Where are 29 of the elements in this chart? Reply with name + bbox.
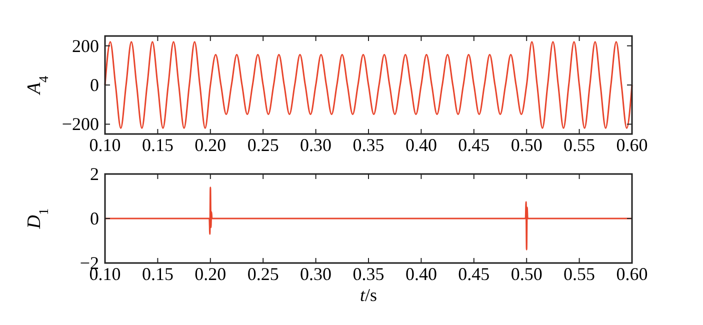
x-tick-label: 0.35 xyxy=(352,264,384,284)
x-tick-label: 0.25 xyxy=(247,264,279,284)
x-axis-title: t/s xyxy=(360,285,378,305)
x-tick-label: 0.10 xyxy=(89,135,121,155)
x-tick-label: 0.45 xyxy=(458,264,490,284)
x-tick-label: 0.60 xyxy=(616,135,648,155)
x-tick-label: 0.20 xyxy=(194,135,226,155)
line-series xyxy=(104,186,633,250)
y-tick-label: 200 xyxy=(72,36,99,56)
x-tick-label: 0.45 xyxy=(458,135,490,155)
y-tick-label: 2 xyxy=(90,164,99,184)
line-series xyxy=(104,41,633,129)
x-tick-label: 0.55 xyxy=(564,135,596,155)
y-tick-label: −200 xyxy=(62,114,99,134)
x-tick-label: 0.50 xyxy=(510,135,542,155)
x-tick-label: 0.40 xyxy=(405,135,437,155)
x-tick-label: 0.15 xyxy=(142,264,174,284)
x-tick-label: 0.30 xyxy=(300,135,332,155)
x-tick-label: 0.25 xyxy=(247,135,279,155)
x-tick-label: 0.35 xyxy=(352,135,384,155)
x-tick-label: 0.55 xyxy=(564,264,596,284)
x-tick-label: 0.30 xyxy=(300,264,332,284)
x-tick-label: 0.15 xyxy=(142,135,174,155)
y-tick-label: 0 xyxy=(90,208,99,228)
x-tick-label: 0.50 xyxy=(510,264,542,284)
x-tick-label: 0.20 xyxy=(194,264,226,284)
x-tick-label: 0.40 xyxy=(405,264,437,284)
y-tick-label: 0 xyxy=(90,75,99,95)
x-tick-label: 0.60 xyxy=(616,264,648,284)
